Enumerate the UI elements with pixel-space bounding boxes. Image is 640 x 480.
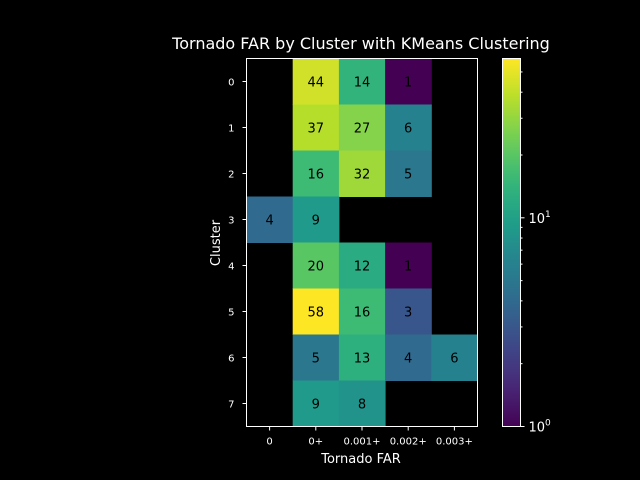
cell-value-label: 58 (308, 306, 325, 321)
chart-title: Tornado FAR by Cluster with KMeans Clust… (171, 34, 550, 53)
cell-value-label: 16 (354, 306, 371, 321)
y-axis: 0 1 2 3 4 5 6 7 (228, 78, 247, 411)
cell-value-label: 16 (308, 168, 325, 183)
heatmap-cell (292, 288, 340, 335)
heatmap-cell (292, 380, 340, 427)
y-tick-label: 6 (228, 354, 234, 365)
cell-value-label: 32 (354, 168, 371, 183)
y-tick-label: 7 (228, 400, 234, 411)
y-tick-label: 3 (228, 216, 234, 227)
x-tick-label: 0.002+ (390, 437, 427, 448)
cell-value-label: 27 (354, 122, 371, 137)
y-tick-label: 0 (228, 78, 234, 89)
cell-value-label: 1 (404, 76, 412, 91)
cell-value-label: 4 (265, 214, 273, 229)
heatmap-cell (292, 150, 340, 197)
heatmap-cells: 44 14 1 37 27 6 16 32 5 4 9 20 12 1 58 16 3 5 13 4 6 9 8 (246, 58, 478, 427)
heatmap-cell (385, 104, 432, 151)
heatmap-cell (292, 196, 340, 243)
cell-value-label: 13 (354, 352, 371, 367)
x-tick-label: 0 (266, 437, 272, 448)
x-axis: 0 0+ 0.001+ 0.002+ 0.003+ (266, 426, 473, 448)
heatmap-cell (338, 150, 386, 197)
cell-value-label: 9 (312, 214, 320, 229)
heatmap-cell (338, 334, 386, 381)
x-axis-label: Tornado FAR (320, 452, 401, 467)
y-tick-label: 4 (228, 262, 234, 273)
heatmap-cell (385, 288, 432, 335)
cell-value-label: 1 (404, 260, 412, 275)
y-tick-label: 2 (228, 170, 234, 181)
heatmap-cell (338, 104, 386, 151)
heatmap-cell (338, 58, 386, 105)
heatmap-cell (385, 150, 432, 197)
heatmap-cell (338, 242, 386, 289)
cell-value-label: 44 (308, 76, 325, 91)
heatmap-cell (246, 196, 294, 243)
cell-value-label: 5 (312, 352, 320, 367)
cell-value-label: 5 (404, 168, 412, 183)
cell-value-label: 9 (312, 398, 320, 413)
heatmap-cell (338, 288, 386, 335)
colorbar-tick-label: 100 (529, 419, 552, 436)
heatmap-cell (292, 58, 340, 105)
cell-value-label: 4 (404, 352, 412, 367)
x-tick-label: 0.003+ (436, 437, 473, 448)
cell-value-label: 20 (308, 260, 325, 275)
heatmap-cell (338, 380, 386, 427)
x-tick-label: 0.001+ (343, 437, 380, 448)
colorbar (502, 58, 521, 427)
heatmap-cell (292, 334, 340, 381)
heatmap-cell (385, 334, 432, 381)
cell-value-label: 8 (358, 398, 366, 413)
colorbar-axis: 100 101 (520, 71, 552, 436)
cell-value-label: 3 (404, 306, 412, 321)
cell-value-label: 37 (308, 122, 325, 137)
cell-value-label: 6 (450, 352, 458, 367)
heatmap-cell (385, 242, 432, 289)
heatmap-cell (292, 242, 340, 289)
cell-value-label: 12 (354, 260, 371, 275)
heatmap-cell (431, 334, 478, 381)
heatmap-cell (292, 104, 340, 151)
y-tick-label: 5 (228, 308, 234, 319)
y-tick-label: 1 (228, 124, 234, 135)
y-axis-label: Cluster (209, 219, 224, 266)
x-tick-label: 0+ (308, 437, 323, 448)
cell-value-label: 6 (404, 122, 412, 137)
heatmap-cell (385, 58, 432, 105)
colorbar-tick-label: 101 (529, 210, 551, 227)
cell-value-label: 14 (354, 76, 371, 91)
